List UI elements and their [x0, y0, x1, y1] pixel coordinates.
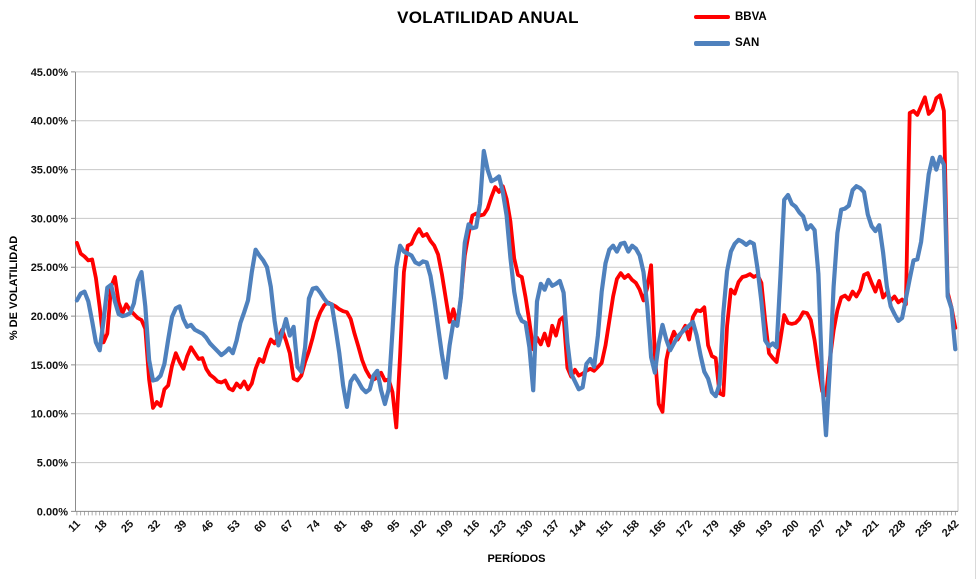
- svg-text:116: 116: [461, 518, 482, 539]
- bbva-line-swatch-icon: [694, 15, 730, 19]
- svg-text:81: 81: [332, 518, 349, 535]
- svg-text:186: 186: [727, 518, 748, 539]
- svg-text:207: 207: [807, 518, 828, 539]
- svg-text:30.00%: 30.00%: [31, 213, 69, 225]
- svg-text:193: 193: [754, 518, 775, 539]
- svg-text:0.00%: 0.00%: [37, 506, 68, 518]
- san-line-swatch-icon: [694, 40, 730, 46]
- svg-text:172: 172: [674, 518, 695, 539]
- legend-item-san: SAN: [694, 36, 759, 50]
- gridlines: [75, 71, 958, 464]
- svg-text:144: 144: [567, 517, 589, 539]
- svg-text:32: 32: [146, 518, 163, 535]
- svg-text:158: 158: [621, 518, 642, 539]
- svg-text:20.00%: 20.00%: [31, 311, 69, 323]
- chart-title: VOLATILIDAD ANUAL: [397, 8, 579, 27]
- svg-text:130: 130: [514, 518, 535, 539]
- svg-text:53: 53: [226, 518, 243, 535]
- svg-text:5.00%: 5.00%: [37, 458, 68, 470]
- svg-text:123: 123: [487, 518, 508, 539]
- svg-text:46: 46: [199, 518, 216, 535]
- svg-text:228: 228: [887, 518, 908, 539]
- series-line-san: [74, 148, 958, 438]
- svg-text:102: 102: [408, 518, 429, 539]
- svg-text:10.00%: 10.00%: [31, 409, 69, 421]
- svg-text:151: 151: [594, 518, 615, 539]
- legend-label-bbva: BBVA: [735, 11, 767, 23]
- legend-item-bbva: BBVA: [694, 10, 767, 24]
- svg-text:40.00%: 40.00%: [31, 116, 69, 128]
- y-tick-labels: 0.00% 5.00% 10.00% 15.00% 20.00% 25.00% 30.00%…: [31, 67, 69, 519]
- svg-text:165: 165: [647, 518, 668, 539]
- svg-text:95: 95: [385, 518, 402, 535]
- svg-text:45.00%: 45.00%: [31, 67, 69, 79]
- svg-text:11: 11: [66, 518, 83, 535]
- svg-text:179: 179: [700, 518, 721, 539]
- svg-text:18: 18: [92, 518, 109, 535]
- svg-text:25: 25: [119, 518, 136, 535]
- svg-text:25.00%: 25.00%: [31, 262, 69, 274]
- svg-text:200: 200: [780, 518, 801, 539]
- svg-text:74: 74: [305, 517, 323, 535]
- svg-text:235: 235: [913, 518, 934, 539]
- y-axis-ticks: [71, 71, 75, 512]
- svg-text:137: 137: [541, 518, 562, 539]
- series-line-bbva: [75, 93, 958, 430]
- svg-text:35.00%: 35.00%: [31, 165, 69, 177]
- svg-text:221: 221: [860, 518, 881, 539]
- svg-text:60: 60: [252, 518, 269, 535]
- x-axis-title: PERÍODOS: [487, 553, 546, 565]
- svg-text:39: 39: [172, 518, 189, 535]
- svg-text:214: 214: [833, 517, 855, 539]
- svg-text:242: 242: [940, 518, 961, 539]
- legend-label-san: SAN: [735, 37, 760, 49]
- svg-text:67: 67: [279, 518, 296, 535]
- x-tick-labels: 11 18 25 32 39 46 53 60 67 74 81 88 95 102 109 116 123 13…: [66, 517, 961, 539]
- svg-text:109: 109: [434, 518, 455, 539]
- svg-text:88: 88: [359, 518, 376, 535]
- svg-text:15.00%: 15.00%: [31, 360, 69, 372]
- x-axis-ticks: [76, 511, 956, 516]
- axes: [75, 71, 959, 512]
